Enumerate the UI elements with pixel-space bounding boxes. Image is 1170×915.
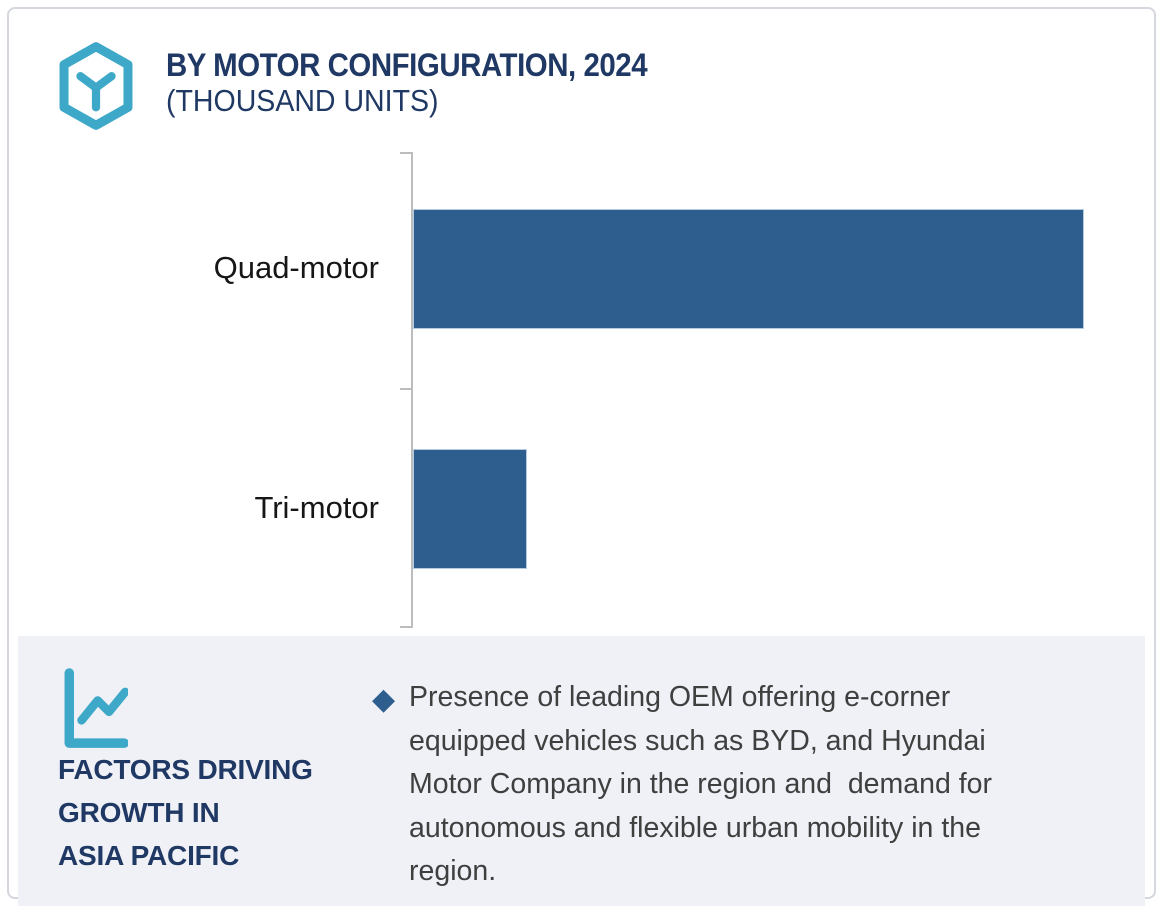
factors-panel: FACTORS DRIVING GROWTH IN ASIA PACIFIC ◆…: [18, 636, 1145, 906]
bullet-text-line: region.: [409, 855, 497, 887]
bullet-text-line: autonomous and flexible urban mobility i…: [409, 811, 981, 844]
bullet-text-line: equipped vehicles such as BYD, and Hyund…: [409, 724, 986, 757]
factor-bullet-text: Presence of leading OEM offering e-corne…: [409, 676, 1089, 894]
factors-heading-line: ASIA PACIFIC: [58, 840, 240, 871]
category-axis-line: [411, 152, 413, 628]
axis-tick: [400, 152, 411, 154]
hexagon-cube-icon: [59, 42, 133, 130]
chart-title: BY MOTOR CONFIGURATION, 2024: [166, 47, 648, 83]
factors-heading-line: FACTORS DRIVING: [58, 754, 313, 785]
line-chart-icon: [64, 668, 128, 748]
bar-quad-motor: [413, 209, 1084, 329]
plot-area: [413, 152, 1170, 628]
bar-tri-motor: [413, 449, 528, 569]
factors-heading: FACTORS DRIVING GROWTH IN ASIA PACIFIC: [58, 748, 313, 877]
factors-heading-line: GROWTH IN: [58, 797, 220, 828]
category-label-quad-motor: Quad-motor: [213, 250, 379, 285]
bullet-text-line: Presence of leading OEM offering e-corne…: [409, 681, 951, 713]
chart-card: BY MOTOR CONFIGURATION, 2024 (THOUSAND U…: [7, 7, 1156, 906]
axis-tick: [400, 626, 411, 628]
chart-subtitle: (THOUSAND UNITS): [166, 83, 439, 118]
axis-tick: [400, 388, 411, 390]
chart-title-block: BY MOTOR CONFIGURATION, 2024 (THOUSAND U…: [166, 47, 648, 119]
category-label-tri-motor: Tri-motor: [254, 490, 379, 525]
bullet-text-line: Motor Company in the region and demand f…: [409, 768, 992, 800]
diamond-bullet-icon: ◆: [372, 683, 396, 716]
